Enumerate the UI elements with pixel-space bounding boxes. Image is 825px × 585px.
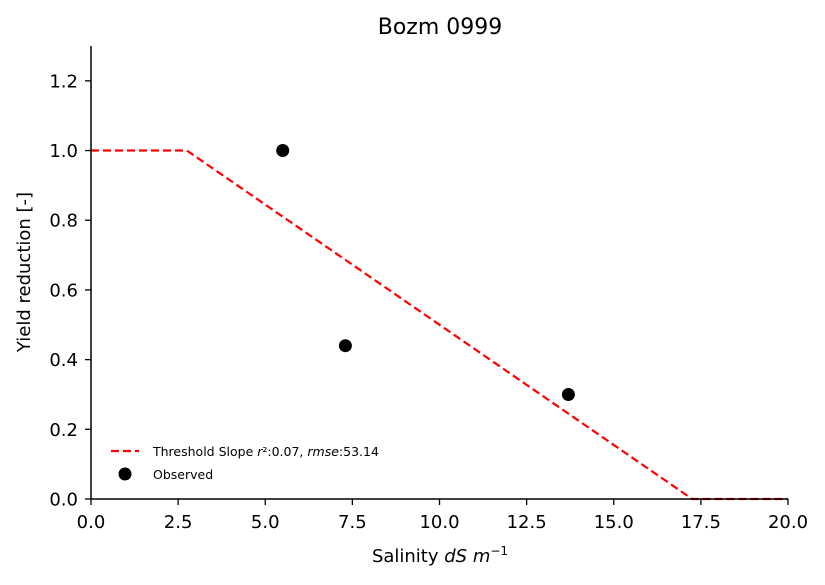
y-tick-label: 0.8 <box>49 211 78 232</box>
legend-marker-swatch <box>118 467 132 481</box>
legend-label-observed: Observed <box>153 467 213 482</box>
y-tick-label: 0.2 <box>49 420 78 441</box>
legend: Threshold Slope r²:0.07, rmse:53.14 Obser… <box>111 444 379 482</box>
y-tick-label: 1.2 <box>49 71 78 92</box>
chart-title: Bozm 0999 <box>378 15 503 40</box>
y-tick-label: 0.0 <box>49 490 78 511</box>
x-tick-label: 5.0 <box>251 512 280 533</box>
x-tick-label: 2.5 <box>164 512 193 533</box>
y-tick-label: 0.6 <box>49 280 78 301</box>
x-axis-label: Salinity dS m−1 <box>372 544 508 567</box>
x-tick-label: 0.0 <box>77 512 106 533</box>
observed-point <box>338 339 352 353</box>
observed-point <box>276 144 290 157</box>
x-tick-label: 17.5 <box>681 512 721 533</box>
ticks: 0.0 2.5 5.0 7.5 10.0 12.5 15.0 17.5 20.0 0.0 0.2 0.… <box>49 71 808 533</box>
y-tick-label: 1.0 <box>49 141 78 162</box>
x-tick-label: 10.0 <box>419 512 459 533</box>
x-axis-label-unit: dS m <box>444 546 490 567</box>
x-axis-label-prefix: Salinity <box>372 546 444 567</box>
x-axis-label-unit-exponent: −1 <box>490 544 508 558</box>
x-tick-label: 15.0 <box>594 512 634 533</box>
y-axis-label: Yield reduction [-] <box>14 192 35 353</box>
observed-point <box>561 388 575 401</box>
legend-label-threshold-slope: Threshold Slope r²:0.07, rmse:53.14 <box>152 444 379 459</box>
x-tick-label: 12.5 <box>507 512 547 533</box>
x-tick-label: 7.5 <box>338 512 367 533</box>
x-tick-label: 20.0 <box>768 512 808 533</box>
y-tick-label: 0.4 <box>49 350 78 371</box>
